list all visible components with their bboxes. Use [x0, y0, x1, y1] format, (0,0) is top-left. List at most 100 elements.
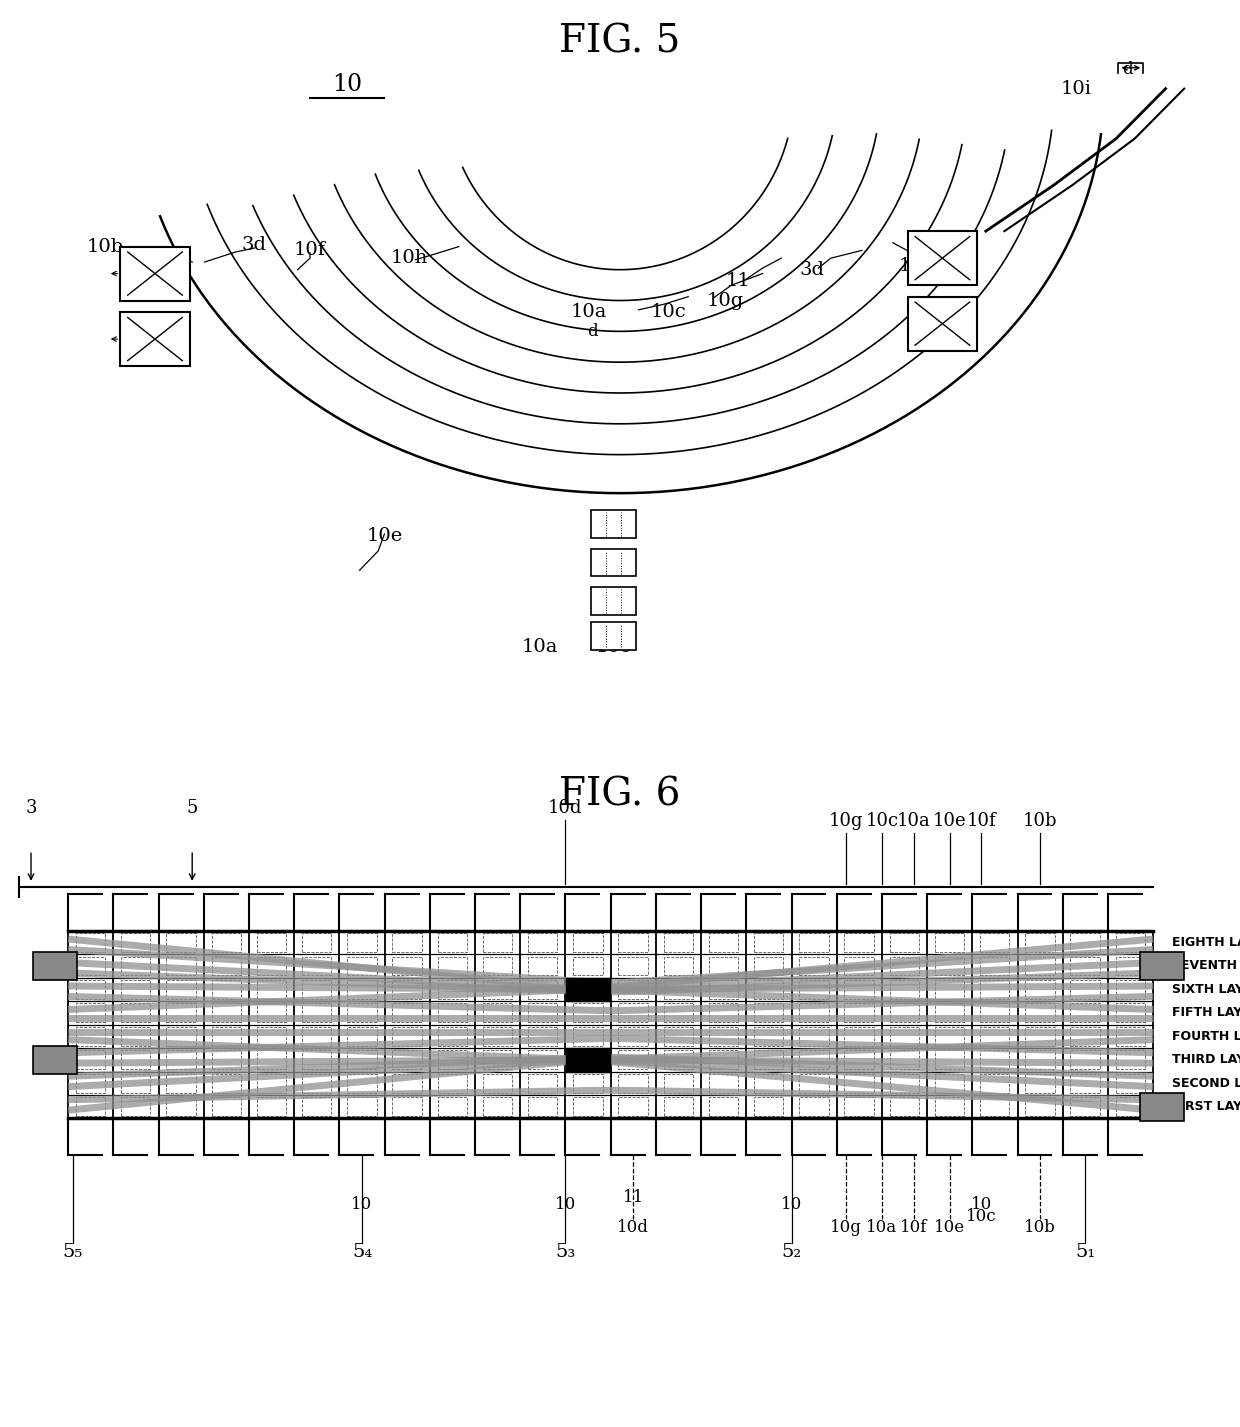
Bar	[709, 1050, 738, 1069]
Text: 10b: 10b	[87, 237, 124, 255]
Bar	[754, 933, 784, 952]
Text: 10a: 10a	[570, 303, 608, 321]
Bar	[980, 980, 1009, 999]
Bar	[1070, 1097, 1100, 1116]
Bar	[166, 1050, 196, 1069]
Bar	[438, 956, 467, 975]
Bar	[573, 1075, 603, 1093]
Bar	[619, 1003, 647, 1022]
Bar	[347, 1075, 377, 1093]
Bar	[619, 1050, 647, 1069]
Bar	[122, 980, 150, 999]
Bar	[122, 1027, 150, 1046]
Bar	[709, 1075, 738, 1093]
Bar	[935, 1027, 965, 1046]
Text: 10b: 10b	[1024, 1219, 1056, 1236]
Bar	[844, 1075, 874, 1093]
Bar	[257, 1003, 286, 1022]
Bar	[573, 1050, 603, 1069]
Bar	[754, 1050, 784, 1069]
Text: FIFTH LAYER: FIFTH LAYER	[1172, 1006, 1240, 1019]
Bar	[392, 1097, 422, 1116]
Bar	[122, 1097, 150, 1116]
Bar	[619, 933, 647, 952]
Bar	[301, 956, 331, 975]
Bar	[257, 1097, 286, 1116]
Bar	[573, 1097, 603, 1116]
Bar	[1025, 933, 1055, 952]
Bar	[1141, 952, 1183, 980]
Bar	[844, 980, 874, 999]
Bar	[1116, 956, 1145, 975]
Bar	[591, 586, 636, 615]
Bar	[76, 1075, 105, 1093]
Text: 10h: 10h	[391, 250, 428, 267]
Bar	[800, 933, 828, 952]
Bar	[1070, 1027, 1100, 1046]
Bar	[301, 1027, 331, 1046]
Bar	[663, 956, 693, 975]
Bar	[800, 956, 828, 975]
Bar	[935, 980, 965, 999]
Bar	[844, 1003, 874, 1022]
Bar	[347, 980, 377, 999]
Bar	[573, 1027, 603, 1046]
Bar	[844, 1027, 874, 1046]
Bar	[754, 956, 784, 975]
Bar	[482, 1003, 512, 1022]
Bar	[528, 1027, 557, 1046]
Bar	[301, 933, 331, 952]
Bar	[76, 933, 105, 952]
Bar	[528, 956, 557, 975]
Bar	[663, 980, 693, 999]
Text: 10c: 10c	[651, 303, 687, 321]
Bar	[663, 1097, 693, 1116]
Bar	[33, 952, 77, 980]
Bar	[166, 1003, 196, 1022]
Bar	[438, 1075, 467, 1093]
Bar	[438, 1050, 467, 1069]
Bar	[573, 980, 603, 999]
Bar	[567, 977, 610, 1002]
Bar	[301, 1097, 331, 1116]
Bar	[980, 1075, 1009, 1093]
Text: 10: 10	[332, 73, 362, 96]
Bar	[935, 1003, 965, 1022]
Bar	[889, 933, 919, 952]
Bar	[347, 1097, 377, 1116]
Bar	[1025, 980, 1055, 999]
Bar	[166, 1097, 196, 1116]
Bar	[257, 933, 286, 952]
Text: 10d: 10d	[618, 1219, 650, 1236]
Text: 5₄: 5₄	[352, 1243, 372, 1260]
Bar	[347, 933, 377, 952]
Bar	[844, 1097, 874, 1116]
Text: 3d: 3d	[800, 261, 825, 278]
Bar	[392, 956, 422, 975]
Bar	[76, 1027, 105, 1046]
Bar	[120, 247, 190, 301]
Bar	[122, 1075, 150, 1093]
Bar	[76, 1097, 105, 1116]
Bar	[800, 980, 828, 999]
Bar	[1070, 1050, 1100, 1069]
Bar	[482, 1075, 512, 1093]
Bar	[573, 1003, 603, 1022]
Bar	[392, 1075, 422, 1093]
Bar	[619, 980, 647, 999]
Bar	[528, 1050, 557, 1069]
Text: 10a: 10a	[521, 638, 558, 656]
Bar	[438, 1097, 467, 1116]
Text: SEVENTH LAYER: SEVENTH LAYER	[1172, 959, 1240, 972]
Bar	[709, 956, 738, 975]
Bar	[908, 297, 977, 351]
Bar	[1070, 980, 1100, 999]
Text: FIG. 5: FIG. 5	[559, 23, 681, 60]
Bar	[528, 1097, 557, 1116]
Text: 10f: 10f	[967, 812, 996, 831]
Bar	[120, 313, 190, 367]
Text: 3: 3	[25, 799, 37, 816]
Bar	[438, 1003, 467, 1022]
Bar	[257, 980, 286, 999]
Bar	[212, 1050, 241, 1069]
